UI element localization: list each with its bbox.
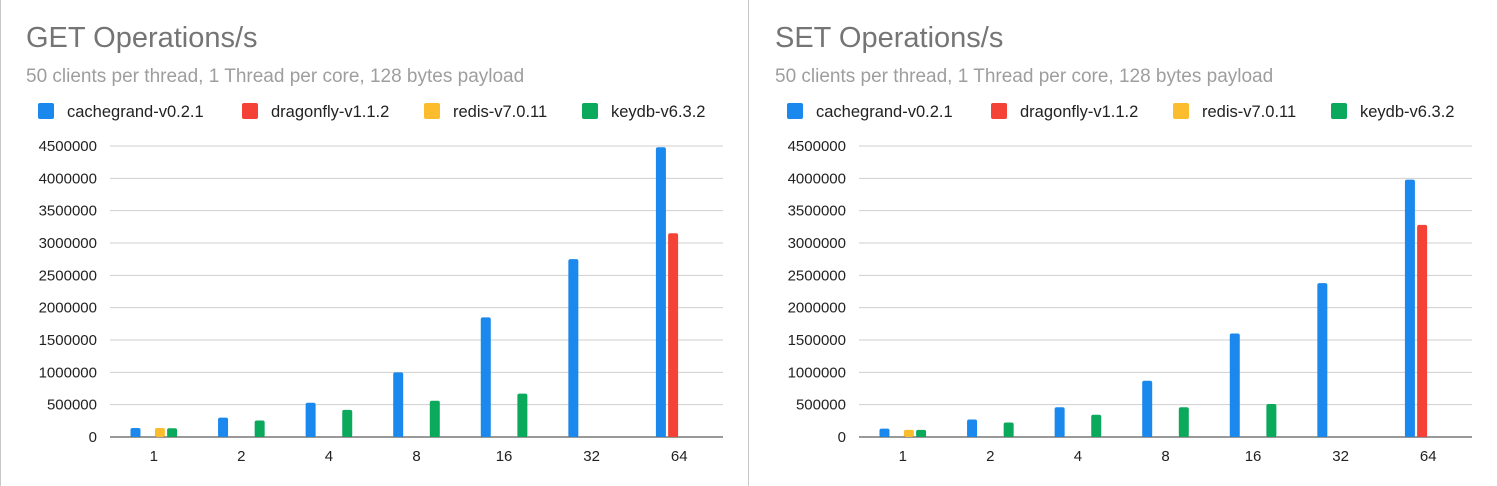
y-tick-label: 4500000 <box>788 138 846 155</box>
legend-item: cachegrand-v0.2.1 <box>787 103 953 121</box>
y-tick-label: 500000 <box>796 397 846 414</box>
bar <box>167 428 178 437</box>
bar <box>154 427 165 437</box>
set-chart-panel: SET Operations/s 50 clients per thread, 1… <box>749 0 1497 486</box>
set-operations-chart: SET Operations/s 50 clients per thread, 1… <box>775 22 1472 465</box>
bar <box>1404 179 1415 438</box>
legend-label: dragonfly-v1.1.2 <box>271 103 389 121</box>
legend-swatch <box>582 103 598 119</box>
chart-subtitle: 50 clients per thread, 1 Thread per core… <box>26 66 524 87</box>
legend-swatch <box>38 103 54 119</box>
x-tick-label: 16 <box>496 448 513 465</box>
bar <box>903 429 914 437</box>
y-tick-label: 0 <box>838 429 846 446</box>
bar <box>1003 422 1014 437</box>
bar <box>967 419 978 437</box>
y-tick-label: 3000000 <box>39 235 97 252</box>
y-tick-label: 3000000 <box>788 235 846 252</box>
bar <box>254 420 265 437</box>
legend-item: keydb-v6.3.2 <box>1331 103 1454 121</box>
bar <box>1091 414 1102 437</box>
bar <box>879 428 890 437</box>
y-tick-label: 1500000 <box>788 332 846 349</box>
bar <box>429 400 440 437</box>
legend-swatch <box>787 103 803 119</box>
y-tick-label: 4000000 <box>788 170 846 187</box>
legend-swatch <box>242 103 258 119</box>
chart-title: GET Operations/s <box>26 22 258 54</box>
x-tick-label: 64 <box>671 448 688 465</box>
legend-label: keydb-v6.3.2 <box>611 103 705 121</box>
y-tick-label: 1000000 <box>39 364 97 381</box>
y-tick-label: 0 <box>89 429 97 446</box>
get-chart-panel: GET Operations/s 50 clients per thread, 1… <box>0 0 748 486</box>
legend-label: redis-v7.0.11 <box>453 103 547 121</box>
chart-title: SET Operations/s <box>775 22 1003 54</box>
bar <box>668 233 679 437</box>
legend-swatch <box>424 103 440 119</box>
legend-item: keydb-v6.3.2 <box>582 103 705 121</box>
y-tick-label: 2500000 <box>788 267 846 284</box>
bar <box>130 427 141 437</box>
legend-swatch <box>1173 103 1189 119</box>
x-tick-label: 8 <box>1161 448 1169 465</box>
legend-item: dragonfly-v1.1.2 <box>242 103 389 121</box>
legend-label: redis-v7.0.11 <box>1202 103 1296 121</box>
legend-item: dragonfly-v1.1.2 <box>991 103 1138 121</box>
y-tick-label: 1500000 <box>39 332 97 349</box>
chart-subtitle: 50 clients per thread, 1 Thread per core… <box>775 66 1273 87</box>
legend-label: dragonfly-v1.1.2 <box>1020 103 1138 121</box>
x-tick-label: 16 <box>1245 448 1262 465</box>
x-tick-label: 32 <box>1332 448 1349 465</box>
legend-label: keydb-v6.3.2 <box>1360 103 1454 121</box>
legend-label: cachegrand-v0.2.1 <box>67 103 204 121</box>
bar <box>218 417 229 437</box>
bar <box>916 429 927 437</box>
y-tick-label: 3500000 <box>788 203 846 220</box>
bar <box>1142 380 1153 437</box>
x-tick-label: 32 <box>583 448 600 465</box>
legend-label: cachegrand-v0.2.1 <box>816 103 953 121</box>
bar <box>1054 407 1065 437</box>
legend-swatch <box>991 103 1007 119</box>
legend-item: cachegrand-v0.2.1 <box>38 103 204 121</box>
bar <box>342 409 353 437</box>
x-tick-label: 1 <box>899 448 907 465</box>
get-operations-chart: GET Operations/s 50 clients per thread, 1… <box>26 22 723 465</box>
y-tick-label: 3500000 <box>39 203 97 220</box>
bar <box>655 147 666 437</box>
y-tick-label: 4500000 <box>39 138 97 155</box>
x-tick-label: 2 <box>237 448 245 465</box>
legend-item: redis-v7.0.11 <box>1173 103 1296 121</box>
x-tick-label: 4 <box>325 448 333 465</box>
bar <box>1417 224 1428 437</box>
panel-divider <box>748 0 749 486</box>
bar <box>1266 404 1277 437</box>
bar <box>1317 283 1328 437</box>
x-tick-label: 64 <box>1420 448 1437 465</box>
y-tick-label: 2000000 <box>788 300 846 317</box>
y-tick-label: 1000000 <box>788 364 846 381</box>
bar <box>517 393 528 437</box>
legend-swatch <box>1331 103 1347 119</box>
bar <box>568 259 579 437</box>
x-tick-label: 1 <box>150 448 158 465</box>
x-tick-label: 2 <box>986 448 994 465</box>
y-tick-label: 500000 <box>47 397 97 414</box>
x-tick-label: 4 <box>1074 448 1082 465</box>
y-tick-label: 2000000 <box>39 300 97 317</box>
legend-item: redis-v7.0.11 <box>424 103 547 121</box>
bar <box>1178 407 1189 437</box>
bar <box>480 317 491 437</box>
y-tick-label: 4000000 <box>39 170 97 187</box>
bar <box>1229 333 1240 437</box>
y-tick-label: 2500000 <box>39 267 97 284</box>
bar <box>393 372 404 437</box>
left-border <box>0 0 1 486</box>
x-tick-label: 8 <box>412 448 420 465</box>
bar <box>305 402 316 437</box>
